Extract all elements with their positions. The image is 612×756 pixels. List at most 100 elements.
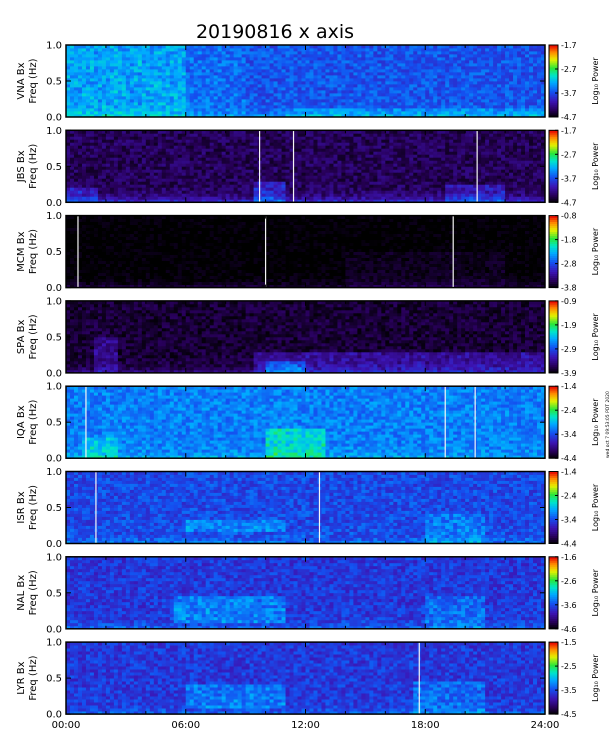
colorbar-tick-label: -3.6 <box>561 601 577 610</box>
colorbar-tick-label: -1.7 <box>561 126 577 135</box>
spectrogram-image <box>66 557 545 629</box>
station-label: SPA Bx <box>16 320 27 355</box>
y-tick-label: 0.0 <box>46 368 62 379</box>
spectrogram-image <box>66 642 545 714</box>
colorbar-tick-label: -0.8 <box>561 212 577 221</box>
y-tick-label: 0.5 <box>46 332 62 343</box>
colorbar-tick-label: -0.9 <box>561 297 577 306</box>
y-tick-label: 1.0 <box>46 467 62 478</box>
colorbar-tick-label: -2.7 <box>561 65 577 74</box>
colorbar-label: Log₁₀ Power <box>591 57 600 105</box>
y-tick-label: 0.0 <box>46 710 62 721</box>
freq-axis-label: Freq (Hz) <box>28 314 39 359</box>
spectrogram-image <box>66 301 545 373</box>
station-label: IQA Bx <box>16 405 27 439</box>
y-tick-label: 0.0 <box>46 283 62 294</box>
colorbar-tick-label: -2.4 <box>561 492 577 501</box>
x-tick-label: 06:00 <box>171 720 200 731</box>
colorbar-tick-label: -1.6 <box>561 553 577 562</box>
y-tick-label: 1.0 <box>46 296 62 307</box>
y-tick-label: 0.0 <box>46 539 62 550</box>
time-axis: 00:00 06:00 12:00 18:00 24:00 <box>52 720 560 731</box>
freq-axis-label: Freq (Hz) <box>28 58 39 103</box>
colorbar-tick-label: -3.7 <box>561 89 577 98</box>
colorbar-tick-label: -3.8 <box>561 284 577 293</box>
colorbar-tick-label: -1.4 <box>561 382 577 391</box>
freq-axis-label: Freq (Hz) <box>28 400 39 445</box>
colorbar-tick-label: -2.4 <box>561 406 577 415</box>
station-label: MCM Bx <box>16 231 27 271</box>
colorbar-tick-label: -4.7 <box>561 198 577 207</box>
spectrogram-image <box>66 130 545 202</box>
colorbar-tick-label: -3.7 <box>561 174 577 183</box>
colorbar-label: Log₁₀ Power <box>591 142 600 190</box>
colorbar-label: Log₁₀ Power <box>591 568 600 616</box>
y-tick-label: 0.5 <box>46 77 62 88</box>
y-tick-label: 1.0 <box>46 638 62 649</box>
x-tick-label: 24:00 <box>531 720 560 731</box>
station-label: NAL Bx <box>16 575 27 611</box>
freq-axis-label: Freq (Hz) <box>28 229 39 274</box>
spectrogram-image <box>66 45 545 117</box>
y-tick-label: 0.5 <box>46 588 62 599</box>
colorbar-tick-label: -4.4 <box>561 454 577 463</box>
y-tick-label: 0.5 <box>46 162 62 173</box>
y-tick-label: 1.0 <box>46 211 62 222</box>
freq-axis-label: Freq (Hz) <box>28 485 39 530</box>
station-label: JBS Bx <box>16 150 27 183</box>
colorbar-tick-label: -4.4 <box>561 540 577 549</box>
station-label: LYR Bx <box>16 661 27 694</box>
colorbar-tick-label: -2.8 <box>561 260 577 269</box>
colorbar-label: Log₁₀ Power <box>591 312 600 360</box>
freq-axis-label: Freq (Hz) <box>28 570 39 615</box>
y-tick-label: 0.0 <box>46 113 62 124</box>
y-tick-label: 1.0 <box>46 41 62 52</box>
y-tick-label: 0.5 <box>46 418 62 429</box>
y-tick-label: 0.0 <box>46 624 62 635</box>
spectrogram-image <box>66 386 545 458</box>
y-tick-label: 1.0 <box>46 126 62 137</box>
colorbar-label: Log₁₀ Power <box>591 483 600 531</box>
colorbar-label: Log₁₀ Power <box>591 654 600 702</box>
x-tick-label: 00:00 <box>52 720 81 731</box>
colorbar: -0.9 -1.9 -2.9 -3.9 Log₁₀ Power <box>549 297 600 378</box>
x-tick-label: 18:00 <box>411 720 440 731</box>
y-tick-label: 0.5 <box>46 674 62 685</box>
y-tick-label: 0.0 <box>46 198 62 209</box>
x-tick-label: 12:00 <box>291 720 320 731</box>
colorbar-tick-label: -4.5 <box>561 710 577 719</box>
colorbar: -1.4 -2.4 -3.4 -4.4 Log₁₀ Power <box>549 382 600 463</box>
colorbar-tick-label: -1.4 <box>561 468 577 477</box>
colorbar-tick-label: -2.9 <box>561 345 577 354</box>
y-tick-label: 0.5 <box>46 503 62 514</box>
colorbar-label: Log₁₀ Power <box>591 398 600 446</box>
panel-spa: 0.0 0.5 1.0 SPA Bx Freq (Hz) -0.9 -1.9 -2.9 -3.9… <box>16 296 600 379</box>
station-label: VNA Bx <box>16 62 27 99</box>
freq-axis-label: Freq (Hz) <box>28 655 39 700</box>
colorbar-tick-label: -4.7 <box>561 113 577 122</box>
colorbar-tick-label: -3.4 <box>561 516 577 525</box>
station-label: ISR Bx <box>16 491 27 523</box>
colorbar-tick-label: -2.6 <box>561 577 577 586</box>
colorbar-tick-label: -3.4 <box>561 430 577 439</box>
chart-title: 20190816 x axis <box>196 21 354 43</box>
colorbar-tick-label: -3.5 <box>561 686 577 695</box>
panel-isr: 0.0 0.5 1.0 ISR Bx Freq (Hz) -1.4 -2.4 -3.4 -4.4… <box>16 467 600 550</box>
colorbar-tick-label: -1.9 <box>561 321 577 330</box>
y-tick-label: 1.0 <box>46 382 62 393</box>
colorbar-tick-label: -3.9 <box>561 369 577 378</box>
colorbar-tick-label: -2.5 <box>561 662 577 671</box>
spectrogram-image <box>66 472 545 544</box>
